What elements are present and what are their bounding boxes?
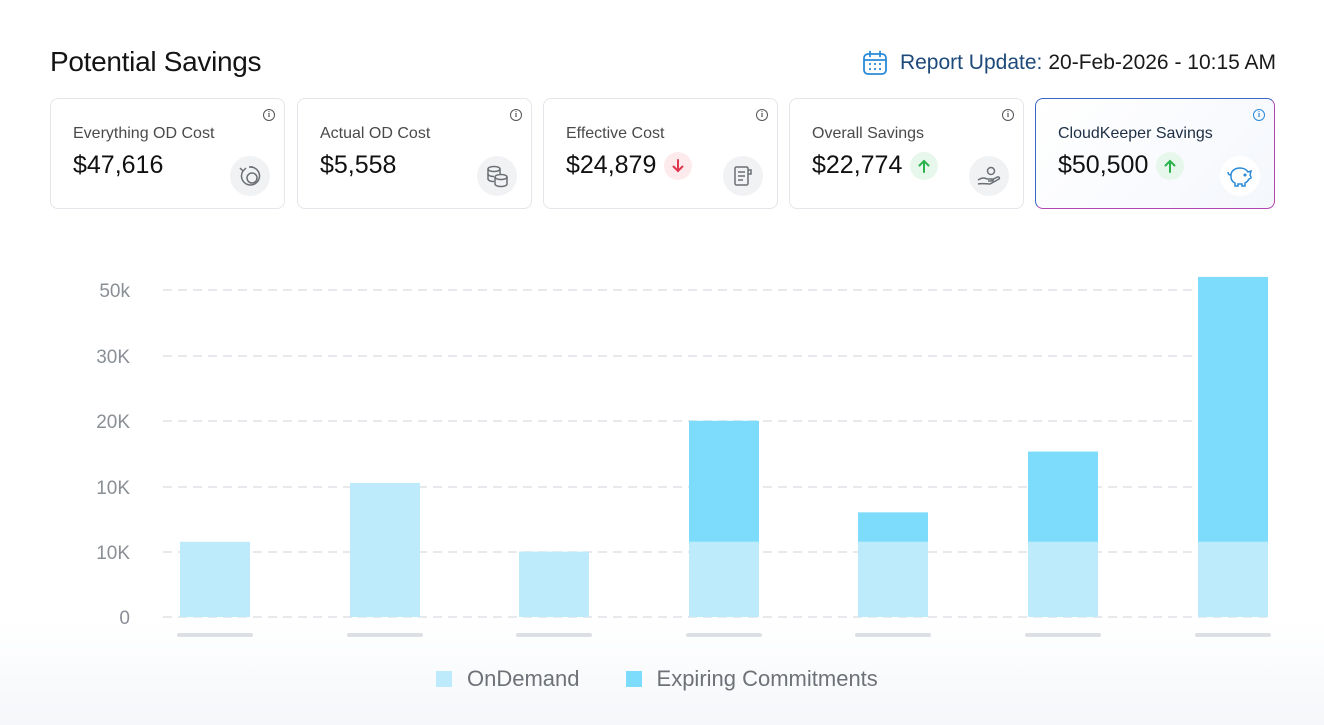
bar-expiring-commitments [858,512,928,542]
page-title: Potential Savings [50,46,262,77]
kpi-cards: i Everything OD Cost $47,616 i Actual OD… [50,98,1276,210]
card-value-text: $24,879 [566,151,657,179]
card-value-text: $22,774 [812,151,903,179]
x-tick-label-placeholder [1025,633,1101,637]
header: Potential Savings Report Update: 20-Feb-… [50,42,1276,84]
arrow-down-icon [664,151,693,180]
bar-ondemand [519,551,589,617]
card-label: CloudKeeper Savings [1058,125,1213,142]
card-value: $24,879 [566,151,693,180]
info-icon[interactable]: i [756,109,768,121]
x-tick-label-placeholder [686,633,762,637]
bar-ondemand [1198,541,1268,617]
receipt-icon [723,156,763,196]
card-effective-cost[interactable]: i Effective Cost $24,879 [543,98,778,209]
card-value-text: $5,558 [320,151,397,179]
arrow-up-icon [1156,151,1185,180]
card-actual-od-cost[interactable]: i Actual OD Cost $5,558 [297,98,532,209]
card-label: Everything OD Cost [73,125,215,142]
card-value: $22,774 [812,151,939,180]
card-cloudkeeper-savings[interactable]: i CloudKeeper Savings $50,500 [1035,98,1275,209]
bar-ondemand [689,541,759,617]
legend-item-expiring-commitments[interactable]: Expiring Commitments [625,666,878,692]
legend-label-ondemand: OnDemand [467,666,580,691]
hand-coin-icon [969,156,1009,196]
y-tick-label: 50k [99,281,130,302]
x-tick-label-placeholder [347,633,423,637]
card-everything-od-cost[interactable]: i Everything OD Cost $47,616 [50,98,285,209]
card-value-text: $47,616 [73,151,164,179]
calendar-icon [863,50,887,75]
y-tick-label: 0 [119,608,130,629]
y-tick-label: 20K [96,412,130,433]
stacked-bar-chart: 0 10K 10K 20K 30K 50k [96,276,1271,637]
piggy-bank-icon [1220,156,1260,196]
chart-legend: OnDemand Expiring Commitments [436,666,924,692]
x-tick-label-placeholder [855,633,931,637]
card-overall-savings[interactable]: i Overall Savings $22,774 [789,98,1024,209]
bar-expiring-commitments [1028,451,1098,542]
card-value-text: $50,500 [1058,151,1149,179]
coins-icon [477,156,517,196]
legend-swatch-expiring [625,671,642,687]
card-value: $5,558 [320,151,396,180]
card-label: Actual OD Cost [320,125,431,142]
x-tick-label-placeholder [177,633,253,637]
legend-item-ondemand[interactable]: OnDemand [436,666,580,692]
report-update-value: 20-Feb-2026 - 10:15 AM [1048,51,1276,74]
bar-ondemand [350,482,420,617]
y-tick-label: 10K [96,478,130,499]
legend-swatch-ondemand [436,671,452,687]
info-icon[interactable]: i [510,109,522,121]
bar-expiring-commitments [689,420,759,542]
timer-icon [230,156,270,196]
card-value: $47,616 [73,151,163,180]
x-tick-label-placeholder [1195,633,1271,637]
y-tick-label: 30K [96,347,130,368]
info-icon[interactable]: i [263,109,275,121]
report-update: Report Update: 20-Feb-2026 - 10:15 AM [862,50,1276,76]
y-tick-label: 10K [96,543,130,564]
x-tick-label-placeholder [516,633,592,637]
card-value: $50,500 [1058,151,1185,180]
info-icon[interactable]: i [1002,109,1014,121]
card-label: Overall Savings [812,125,925,142]
bar-ondemand [1028,541,1098,617]
arrow-up-icon [910,151,939,180]
legend-label-expiring: Expiring Commitments [656,666,878,691]
card-label: Effective Cost [566,125,665,142]
report-update-label: Report Update: [899,51,1043,74]
info-icon[interactable]: i [1253,109,1265,121]
bar-expiring-commitments [1198,276,1268,542]
bar-ondemand [858,541,928,617]
bar-ondemand [180,541,250,617]
